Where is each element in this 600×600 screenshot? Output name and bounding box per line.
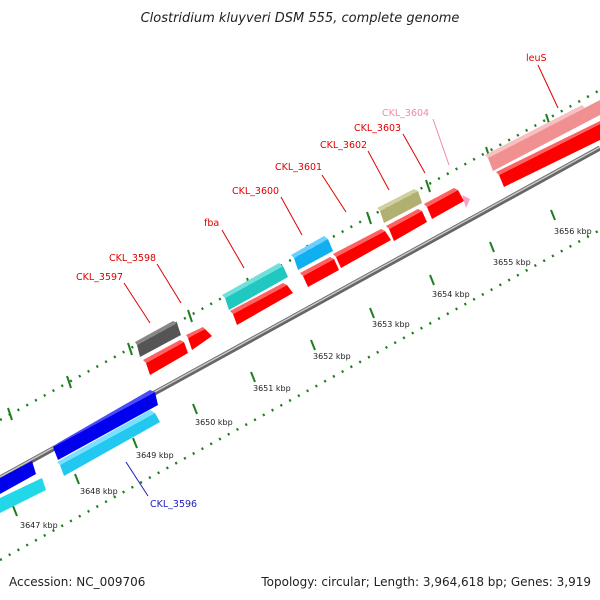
tick-3648 [74,473,80,485]
label-ckl3600[interactable]: CKL_3600 [232,186,279,197]
tick-label-3652: 3652 kbp [313,352,351,361]
label-ckl3603[interactable]: CKL_3603 [354,123,401,134]
gene-teal-fba[interactable] [222,263,288,310]
gene-grey-ckl3597[interactable] [135,321,181,357]
gene-salmon-outer[interactable] [485,100,600,171]
tick-3652 [310,339,316,351]
label-ckl3602[interactable]: CKL_3602 [320,140,367,151]
gene-labels: CKL_3596 CKL_3597 CKL_3598 fba CKL_3600 … [76,53,547,510]
label-ckl3597[interactable]: CKL_3597 [76,272,123,283]
gene-cyan-ckl3596[interactable] [57,410,160,476]
gene-red-ckl3598[interactable] [186,327,212,350]
tick-3650 [192,403,198,415]
gene-olive-ckl3602[interactable] [377,189,422,223]
gene-red-ckl3597[interactable] [143,340,188,375]
inner-tick-ring [0,228,600,562]
accession-text: Accession: NC_009706 [9,575,145,589]
label-fba[interactable]: fba [204,218,219,229]
tick-label-3650: 3650 kbp [195,418,233,427]
gene-red-ckl3601[interactable] [333,229,391,268]
gene-red-ckl3602[interactable] [386,209,427,241]
tick-label-3648: 3648 kbp [80,487,118,496]
gene-pink-ckl3604[interactable] [462,195,470,208]
label-ckl3598[interactable]: CKL_3598 [109,253,156,264]
label-leaders [123,64,559,497]
tick-label-3655: 3655 kbp [493,258,531,267]
gene-red-ckl3603[interactable] [424,188,464,219]
tick-3656 [550,209,556,221]
gene-sky-ckl3600[interactable] [291,236,333,270]
tick-label-3651: 3651 kbp [253,384,291,393]
tick-label-3653: 3653 kbp [372,320,410,329]
tick-3654 [429,274,435,286]
label-ckl3601[interactable]: CKL_3601 [275,162,322,173]
label-leus[interactable]: leuS [526,53,547,64]
tick-label-3654: 3654 kbp [432,290,470,299]
map-title: Clostridium kluyveri DSM 555, complete g… [141,11,460,26]
tick-3655 [489,241,495,253]
tick-3649 [132,437,138,449]
tick-label-3649: 3649 kbp [136,451,174,460]
tick-label-3647: 3647 kbp [20,521,58,530]
gene-blue-left[interactable] [0,461,36,494]
tick-3647 [12,505,18,517]
gene-features [0,100,600,513]
gene-cyan-left[interactable] [0,478,46,513]
outer-tick-ring [0,88,600,422]
label-ckl3604[interactable]: CKL_3604 [382,108,429,119]
tick-3651 [250,371,256,383]
gene-red-ckl3600[interactable] [300,257,339,287]
gene-red-leus[interactable] [496,121,600,187]
tick-3653 [369,307,375,319]
label-ckl3596[interactable]: CKL_3596 [150,499,197,510]
gene-blue-ckl3595[interactable] [53,390,158,460]
tick-label-3656: 3656 kbp [554,227,592,236]
gene-red-fba[interactable] [230,283,293,325]
kbp-ticks: 3647 kbp 3648 kbp 3649 kbp 3650 kbp 3651… [12,209,592,530]
genome-summary-text: Topology: circular; Length: 3,964,618 bp… [260,575,591,589]
